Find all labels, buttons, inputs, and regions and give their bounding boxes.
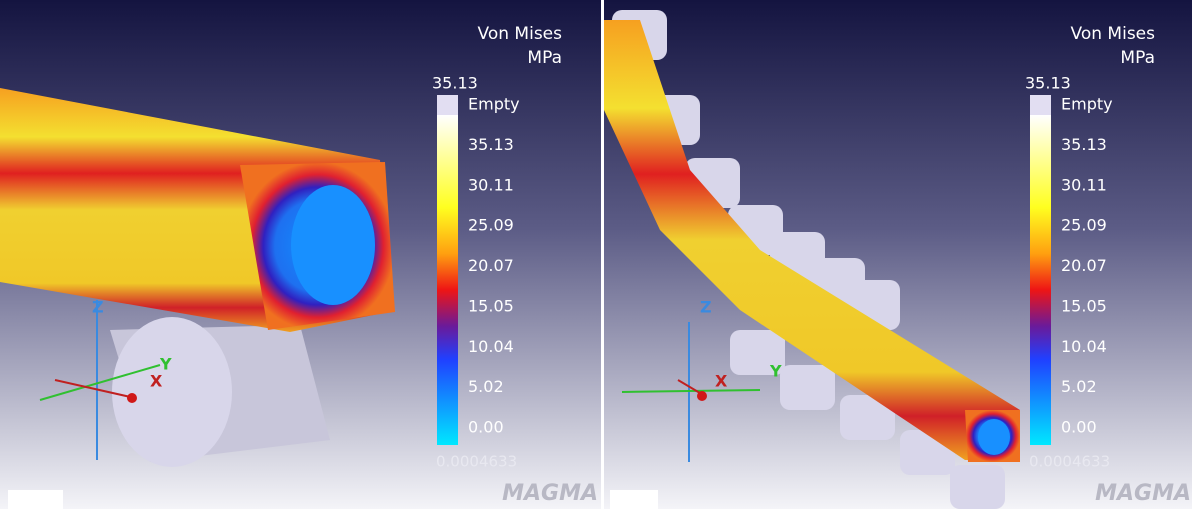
legend-unit: MPa <box>1120 48 1155 68</box>
legend-label: 25.09 <box>468 216 514 235</box>
legend-max: 35.13 <box>1025 74 1071 93</box>
legend-label: 10.04 <box>468 337 514 356</box>
legend-label: 0.00 <box>1061 418 1097 437</box>
legend-label: 10.04 <box>1061 337 1107 356</box>
legend-label: 30.11 <box>1061 175 1107 194</box>
empty-swatch <box>437 95 458 115</box>
legend-label: Empty <box>1061 95 1113 114</box>
legend-label: 15.05 <box>468 296 514 315</box>
legend-unit: MPa <box>527 48 562 68</box>
color-scale <box>1030 115 1051 445</box>
axis-label-x: X <box>150 372 163 391</box>
legend-max: 35.13 <box>432 74 478 93</box>
right-viewport <box>604 0 1192 509</box>
logo: MAGMA <box>1095 481 1191 506</box>
origin <box>127 393 137 403</box>
legend-label: 35.13 <box>468 135 514 154</box>
legend-label: 35.13 <box>1061 135 1107 154</box>
axis-label-z: Z <box>92 298 104 317</box>
legend-min: 0.0004633 <box>1029 453 1110 471</box>
legend-label: 20.07 <box>468 256 514 275</box>
legend-label: 5.02 <box>468 377 504 396</box>
legend-title: Von Mises <box>478 24 563 44</box>
divider <box>601 0 604 509</box>
legend-label: 0.00 <box>468 418 504 437</box>
viewer: Von Mises MPa 35.13 Empty 35.13 30.11 25.09 20.… <box>0 0 1192 509</box>
empty-swatch <box>1030 95 1051 115</box>
legend-label: 20.07 <box>1061 256 1107 275</box>
roller-end <box>112 317 232 467</box>
legend-min: 0.0004633 <box>436 453 517 471</box>
legend-label: 5.02 <box>1061 377 1097 396</box>
beam-core <box>978 419 1010 455</box>
legend-label: 30.11 <box>468 175 514 194</box>
axis-label-y: Y <box>769 362 782 381</box>
logo: MAGMA <box>502 481 598 506</box>
legend-title: Von Mises <box>1071 24 1156 44</box>
left-viewport <box>0 0 601 509</box>
beam-core <box>291 185 375 305</box>
axis-label-x: X <box>715 372 728 391</box>
legend-label: Empty <box>468 95 520 114</box>
legend-label: 15.05 <box>1061 296 1107 315</box>
axis-label-z: Z <box>700 298 712 317</box>
legend-label: 25.09 <box>1061 216 1107 235</box>
origin <box>697 391 707 401</box>
status-box <box>8 490 63 509</box>
color-scale <box>437 115 458 445</box>
status-box <box>610 490 658 509</box>
